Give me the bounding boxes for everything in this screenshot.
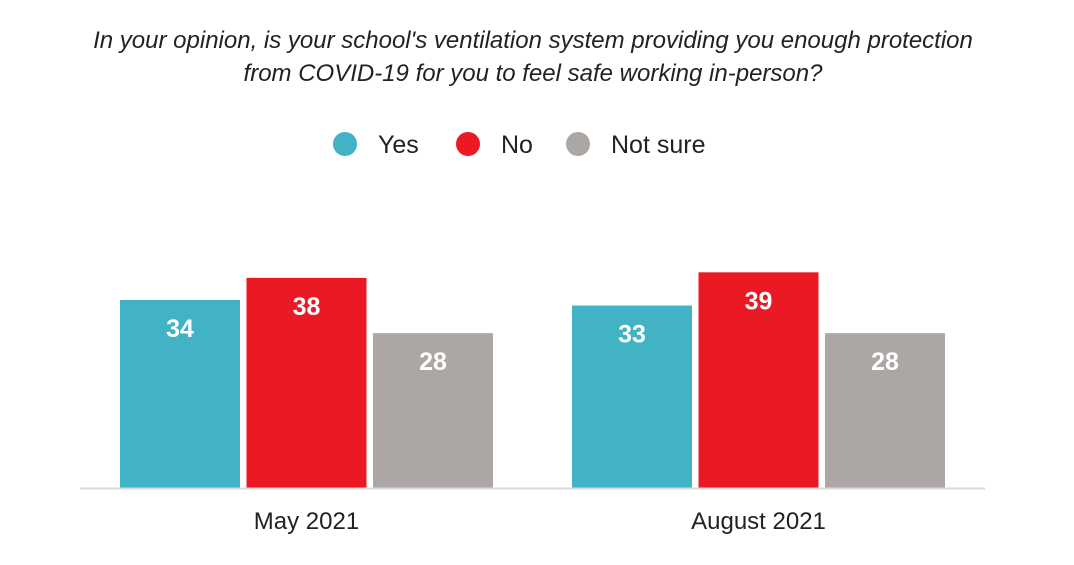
legend-marker-no [456,132,480,156]
legend-label: Not sure [611,131,705,159]
chart-title-line-1: In your opinion, is your school's ventil… [93,27,973,54]
bar-not-sure [373,333,493,488]
bar-yes [572,305,692,488]
data-label: 28 [871,348,899,376]
data-label: 28 [419,348,447,376]
legend-marker-not-sure [566,132,590,156]
bar-yes [120,299,240,488]
data-label: 33 [618,321,646,349]
category-labels: May 2021 August 2021 [254,508,826,535]
x-tick-label: August 2021 [691,508,826,535]
bar-not-sure [825,333,945,488]
bar-no [246,277,367,488]
legend-marker-yes [333,132,357,156]
bars: 34 38 28 33 39 28 [120,272,945,488]
legend-label: No [501,131,533,159]
bar-no [698,272,819,488]
data-label: 38 [293,293,321,321]
data-label: 39 [745,287,773,315]
legend-label: Yes [378,131,419,159]
x-tick-label: May 2021 [254,508,359,535]
chart-title-line-2: from COVID-19 for you to feel safe worki… [244,60,824,87]
legend: Yes No Not sure [333,131,705,159]
data-label: 34 [166,315,194,343]
